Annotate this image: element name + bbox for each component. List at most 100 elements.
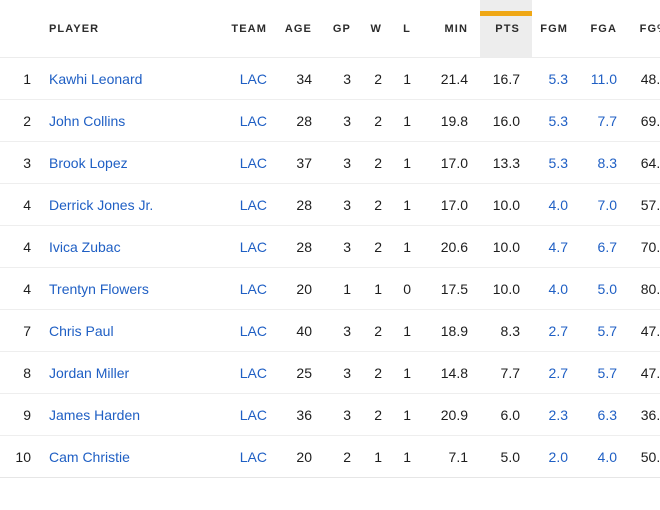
cell-fgpct: 47.1	[640, 322, 660, 339]
cell-fga[interactable]: 6.3	[597, 406, 617, 423]
cell-fga[interactable]: 5.0	[597, 280, 617, 297]
column-header-rank[interactable]	[0, 0, 31, 58]
cell-fga[interactable]: 5.7	[597, 364, 617, 381]
column-header-fgm[interactable]: FGM	[532, 0, 580, 58]
cell-fgm[interactable]: 2.0	[548, 448, 568, 465]
cell-age: 28	[296, 196, 312, 213]
table-row: 9 James Harden LAC 36 3 2 1 20.9 6.0 2.3 6.3 36.8	[0, 393, 660, 436]
cell-fgm[interactable]: 2.3	[548, 406, 568, 423]
cell-fga[interactable]: 6.7	[597, 238, 617, 255]
cell-fgm[interactable]: 5.3	[548, 112, 568, 129]
cell-gp: 3	[343, 154, 351, 171]
cell-pts: 16.0	[492, 112, 520, 129]
column-header-fgpct[interactable]: FG%	[629, 0, 660, 58]
cell-fgm-container: 2.7	[532, 351, 580, 394]
cell-team-container: LAC	[226, 141, 267, 184]
cell-min: 18.9	[440, 322, 468, 339]
cell-fga[interactable]: 4.0	[597, 448, 617, 465]
cell-age-container: 37	[267, 141, 324, 184]
cell-fga[interactable]: 7.7	[597, 112, 617, 129]
cell-player-container: Derrick Jones Jr.	[31, 183, 226, 226]
cell-w-container: 2	[363, 225, 394, 268]
cell-team[interactable]: LAC	[239, 112, 267, 129]
cell-w-container: 2	[363, 351, 394, 394]
cell-pts: 10.0	[492, 196, 520, 213]
column-header-pts[interactable]: PTS	[480, 0, 532, 58]
cell-age-container: 28	[267, 183, 324, 226]
cell-player[interactable]: Brook Lopez	[49, 154, 128, 171]
cell-team[interactable]: LAC	[239, 364, 267, 381]
cell-fgpct-container: 47.1	[629, 351, 660, 394]
cell-l: 1	[403, 70, 411, 87]
cell-fgm[interactable]: 2.7	[548, 364, 568, 381]
cell-player[interactable]: Trentyn Flowers	[49, 280, 149, 297]
column-header-gp[interactable]: GP	[324, 0, 363, 58]
column-header-team[interactable]: TEAM	[226, 0, 267, 58]
cell-team[interactable]: LAC	[239, 238, 267, 255]
cell-team[interactable]: LAC	[239, 196, 267, 213]
cell-age-container: 36	[267, 393, 324, 436]
cell-fgm[interactable]: 5.3	[548, 154, 568, 171]
cell-fgm[interactable]: 2.7	[548, 322, 568, 339]
cell-fgpct-container: 57.1	[629, 183, 660, 226]
cell-fgm[interactable]: 4.0	[548, 196, 568, 213]
cell-fga[interactable]: 8.3	[597, 154, 617, 171]
cell-gp-container: 1	[324, 267, 363, 310]
cell-player[interactable]: Kawhi Leonard	[49, 70, 143, 87]
cell-player[interactable]: Jordan Miller	[49, 364, 130, 381]
cell-l-container: 1	[394, 141, 423, 184]
cell-fgm[interactable]: 5.3	[548, 70, 568, 87]
cell-fgm[interactable]: 4.0	[548, 280, 568, 297]
cell-team-container: LAC	[226, 99, 267, 142]
cell-fgm[interactable]: 4.7	[548, 238, 568, 255]
cell-fga[interactable]: 5.7	[597, 322, 617, 339]
cell-pts: 5.0	[500, 448, 520, 465]
cell-fgpct-container: 70.0	[629, 225, 660, 268]
cell-team[interactable]: LAC	[239, 448, 267, 465]
column-header-min[interactable]: MIN	[423, 0, 480, 58]
cell-fgm-container: 5.3	[532, 57, 580, 100]
cell-player[interactable]: Chris Paul	[49, 322, 114, 339]
column-header-l[interactable]: L	[394, 0, 423, 58]
cell-team[interactable]: LAC	[239, 154, 267, 171]
cell-w-container: 2	[363, 393, 394, 436]
cell-team[interactable]: LAC	[239, 280, 267, 297]
cell-fga-container: 7.0	[580, 183, 629, 226]
cell-fgpct-container: 80.0	[629, 267, 660, 310]
cell-pts-container: 8.3	[480, 309, 532, 352]
column-header-label: FGM	[540, 22, 568, 35]
cell-player[interactable]: John Collins	[49, 112, 126, 129]
cell-rank-container: 4	[0, 267, 31, 310]
column-header-player[interactable]: PLAYER	[31, 0, 226, 58]
cell-player[interactable]: James Harden	[49, 406, 141, 423]
cell-w: 2	[374, 364, 382, 381]
cell-player[interactable]: Cam Christie	[49, 448, 130, 465]
cell-team[interactable]: LAC	[239, 70, 267, 87]
cell-fga[interactable]: 7.0	[597, 196, 617, 213]
header-row: PLAYER TEAM AGE GP W L MIN PTS FGM FGA FG%	[0, 0, 660, 58]
cell-rank-container: 4	[0, 225, 31, 268]
cell-gp-container: 3	[324, 141, 363, 184]
column-header-label: FGA	[590, 22, 617, 35]
column-header-w[interactable]: W	[363, 0, 394, 58]
cell-player[interactable]: Derrick Jones Jr.	[49, 196, 154, 213]
column-header-label: PLAYER	[49, 22, 100, 35]
cell-gp-container: 3	[324, 99, 363, 142]
cell-pts-container: 5.0	[480, 435, 532, 478]
cell-min-container: 19.8	[423, 99, 480, 142]
cell-min-container: 17.0	[423, 141, 480, 184]
cell-gp-container: 3	[324, 393, 363, 436]
column-header-fga[interactable]: FGA	[580, 0, 629, 58]
cell-player-container: Kawhi Leonard	[31, 57, 226, 100]
column-header-age[interactable]: AGE	[267, 0, 324, 58]
cell-team[interactable]: LAC	[239, 322, 267, 339]
cell-fgpct-container: 64.0	[629, 141, 660, 184]
cell-age-container: 28	[267, 99, 324, 142]
table-row: 8 Jordan Miller LAC 25 3 2 1 14.8 7.7 2.7 5.7 47.1	[0, 351, 660, 394]
cell-rank-container: 1	[0, 57, 31, 100]
cell-player[interactable]: Ivica Zubac	[49, 238, 121, 255]
cell-team[interactable]: LAC	[239, 406, 267, 423]
cell-team-container: LAC	[226, 183, 267, 226]
cell-min: 21.4	[440, 70, 468, 87]
cell-fga[interactable]: 11.0	[590, 70, 617, 87]
